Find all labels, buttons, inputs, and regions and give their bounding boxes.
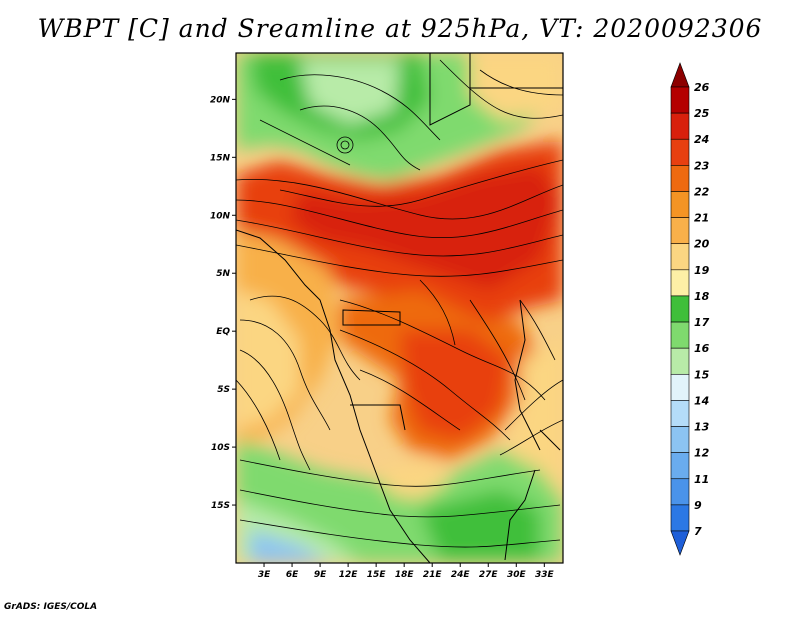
colorbar-swatch: [670, 400, 690, 427]
lon-tick-label: 12E: [339, 570, 359, 580]
lat-tick-label: 15S: [211, 501, 230, 511]
lon-tick-label: 9E: [314, 570, 327, 580]
longitude-axis: 3E 6E 9E 12E 15E 18E 21E 24E 27E 30E 33E: [258, 563, 555, 580]
colorbar-swatch: [670, 426, 690, 453]
colorbar-swatch: [670, 112, 690, 140]
colorbar-swatch: [670, 373, 690, 401]
lon-tick-label: 6E: [286, 570, 299, 580]
lon-tick-label: 21E: [423, 570, 443, 580]
colorbar: 26 25 24 23 22 21 20 19 18 17 16 15 14 13 12 11 9 7: [670, 62, 710, 556]
colorbar-label: 24: [694, 133, 709, 146]
colorbar-swatch: [670, 138, 690, 166]
colorbar-swatch: [670, 478, 690, 506]
lat-tick-label: EQ: [216, 327, 230, 337]
colorbar-label: 17: [694, 316, 710, 329]
colorbar-label: 12: [694, 447, 710, 460]
colorbar-swatch: [670, 295, 690, 323]
colorbar-swatch: [670, 86, 690, 114]
colorbar-label: 19: [694, 264, 710, 277]
colorbar-label: 11: [694, 473, 709, 486]
colorbar-label: 21: [694, 212, 709, 225]
colorbar-label: 14: [694, 394, 709, 407]
colorbar-label: 15: [694, 368, 710, 381]
colorbar-label: 13: [694, 421, 710, 434]
streamlines: [236, 59, 563, 548]
colorbar-swatch: [670, 321, 690, 349]
lon-tick-label: 3E: [258, 570, 271, 580]
colorbar-bottom-triangle: [670, 530, 690, 556]
map-title: WBPT [C] and Sreamline at 925hPa, VT: 20…: [37, 14, 763, 43]
lon-tick-label: 15E: [367, 570, 387, 580]
lon-tick-label: 18E: [395, 570, 415, 580]
colorbar-label: 20: [694, 238, 710, 251]
colorbar-label: 25: [694, 107, 710, 120]
country-borders: [236, 53, 563, 563]
wbpt-shading: [236, 53, 563, 563]
colorbar-label: 23: [694, 159, 710, 172]
colorbar-swatch: [670, 504, 690, 532]
colorbar-label: 16: [694, 342, 710, 355]
lon-tick-label: 30E: [507, 570, 527, 580]
lon-tick-label: 33E: [535, 570, 555, 580]
colorbar-swatch: [670, 243, 690, 271]
colorbar-swatch: [670, 165, 690, 192]
lon-tick-label: 27E: [479, 570, 499, 580]
colorbar-label: 18: [694, 290, 710, 303]
colorbar-swatch: [670, 347, 690, 375]
colorbar-label: 26: [694, 81, 710, 94]
colorbar-swatch: [670, 217, 690, 245]
lat-tick-label: 15N: [210, 153, 231, 163]
credit-text: GrADS: IGES/COLA: [4, 602, 98, 612]
colorbar-top-triangle: [670, 62, 690, 88]
lat-tick-label: 5S: [217, 385, 230, 395]
lat-tick-label: 5N: [216, 269, 230, 279]
lat-tick-label: 10S: [211, 443, 230, 453]
lon-tick-label: 24E: [451, 570, 471, 580]
colorbar-label: 7: [694, 525, 702, 538]
colorbar-label: 9: [694, 499, 702, 512]
colorbar-swatch: [670, 191, 690, 218]
colorbar-swatch: [670, 269, 690, 297]
colorbar-label: 22: [694, 185, 710, 198]
map-frame: [235, 52, 564, 564]
colorbar-swatch: [670, 452, 690, 480]
latitude-axis: 20N 15N 10N 5N EQ 5S 10S 15S: [210, 95, 236, 511]
lat-tick-label: 20N: [210, 95, 231, 105]
lat-tick-label: 10N: [210, 211, 231, 221]
